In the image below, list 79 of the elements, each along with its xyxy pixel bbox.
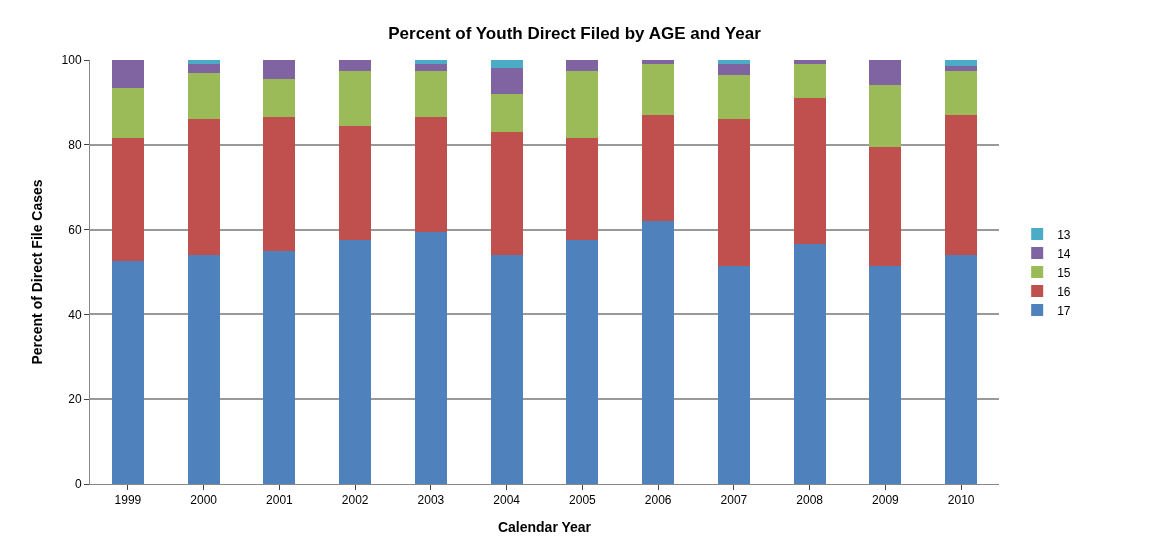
bar bbox=[414, 70, 447, 118]
bar bbox=[187, 72, 220, 120]
legend-label: 13 bbox=[1057, 227, 1071, 242]
bar bbox=[566, 240, 599, 484]
bar bbox=[490, 255, 523, 484]
bar bbox=[869, 265, 902, 484]
bar bbox=[263, 60, 296, 80]
bar bbox=[566, 60, 599, 71]
bar bbox=[793, 64, 826, 99]
bar bbox=[111, 261, 144, 484]
bar bbox=[945, 70, 978, 116]
bar bbox=[414, 60, 447, 65]
chart-title: Percent of Youth Direct Filed by AGE and Year bbox=[388, 24, 762, 44]
bar bbox=[717, 74, 750, 120]
bar bbox=[869, 60, 902, 86]
bar bbox=[187, 60, 220, 65]
bar bbox=[945, 255, 978, 484]
y-tick-label: 80 bbox=[68, 138, 82, 152]
bar bbox=[490, 132, 523, 256]
bar bbox=[642, 221, 675, 484]
bar bbox=[111, 60, 144, 88]
y-tick-label: 0 bbox=[74, 477, 82, 492]
bar bbox=[642, 60, 675, 65]
bar bbox=[869, 146, 902, 266]
bar bbox=[793, 244, 826, 484]
bar bbox=[263, 250, 296, 484]
y-tick-label: 40 bbox=[68, 307, 82, 322]
x-tick-label: 2009 bbox=[872, 493, 900, 508]
x-tick-label: 2005 bbox=[569, 493, 597, 508]
legend-label: 14 bbox=[1057, 246, 1071, 261]
bar bbox=[717, 60, 750, 65]
bar bbox=[566, 70, 599, 139]
bar bbox=[263, 79, 296, 118]
x-tick-label: 2004 bbox=[493, 493, 521, 508]
x-tick-label: 2002 bbox=[341, 493, 369, 508]
bar bbox=[187, 119, 220, 256]
bar bbox=[945, 66, 978, 71]
bar bbox=[339, 70, 372, 126]
bar bbox=[490, 60, 523, 69]
bar bbox=[111, 138, 144, 262]
bar bbox=[642, 64, 675, 116]
bar bbox=[187, 64, 220, 73]
y-tick-label: 20 bbox=[68, 392, 82, 407]
bar bbox=[414, 231, 447, 484]
x-tick-label: 2010 bbox=[947, 493, 975, 508]
y-tick-label: 100 bbox=[61, 53, 82, 68]
bar bbox=[111, 87, 144, 139]
bar bbox=[717, 265, 750, 484]
bar bbox=[339, 60, 372, 71]
x-tick-label: 1999 bbox=[114, 493, 142, 508]
bar bbox=[414, 64, 447, 71]
x-tick-label: 2003 bbox=[417, 493, 445, 508]
bar bbox=[717, 119, 750, 266]
bar bbox=[263, 117, 296, 251]
bar bbox=[945, 115, 978, 256]
bar bbox=[490, 68, 523, 94]
bar bbox=[793, 98, 826, 245]
x-axis-title: Calendar Year bbox=[497, 518, 592, 535]
bar bbox=[566, 138, 599, 241]
bar bbox=[490, 93, 523, 133]
x-tick-label: 2008 bbox=[796, 493, 824, 508]
bar bbox=[339, 240, 372, 484]
bar bbox=[717, 64, 750, 75]
y-tick-label: 60 bbox=[68, 222, 82, 237]
bar bbox=[414, 117, 447, 232]
bar bbox=[339, 125, 372, 241]
bar bbox=[187, 255, 220, 484]
bar bbox=[869, 85, 902, 147]
y-axis-title: Percent of Direct File Cases bbox=[29, 179, 46, 365]
legend-label: 16 bbox=[1057, 284, 1071, 299]
x-tick-label: 2000 bbox=[190, 493, 218, 508]
bar bbox=[642, 115, 675, 222]
x-tick-label: 2007 bbox=[720, 493, 748, 508]
x-tick-label: 2001 bbox=[266, 493, 294, 508]
bar bbox=[945, 60, 978, 67]
x-tick-label: 2006 bbox=[644, 493, 672, 508]
bar bbox=[793, 60, 826, 65]
legend-label: 15 bbox=[1057, 265, 1071, 280]
legend-label: 17 bbox=[1057, 303, 1071, 318]
